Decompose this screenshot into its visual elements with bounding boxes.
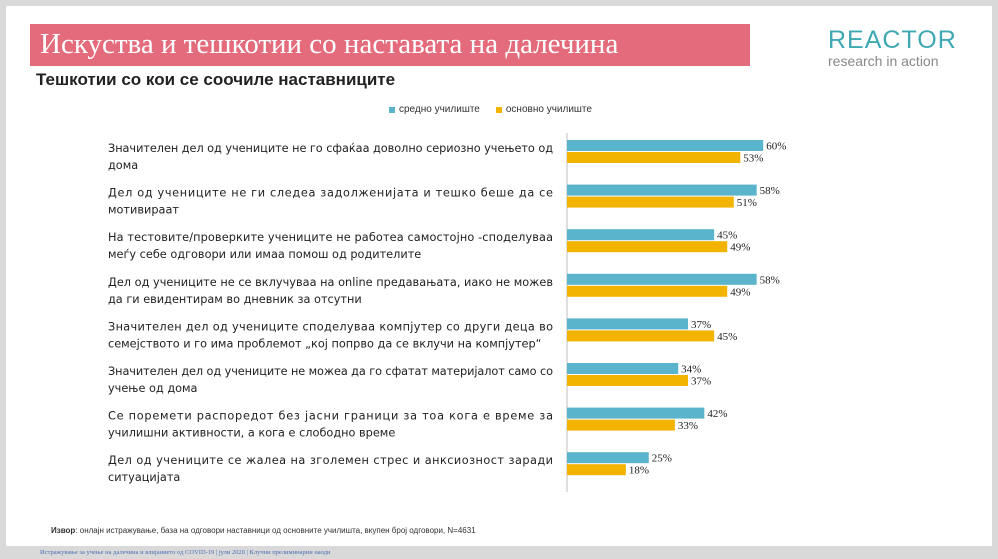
value-label-1-series-2: 53% xyxy=(743,153,763,165)
value-label-1-series-1: 60% xyxy=(766,141,786,153)
title-bar: Искуства и тешкотии со наставата на дале… xyxy=(30,24,750,66)
category-label-5-line-1: Значителен дел од учениците споделуваа к… xyxy=(108,320,553,333)
slide: Искуства и тешкотии со наставата на дале… xyxy=(6,6,992,546)
bar-6-series-1 xyxy=(567,363,679,374)
value-label-7-series-1: 42% xyxy=(707,408,727,420)
category-label-4-line-2: да ги евидентирам во дневник за отсутни xyxy=(108,293,362,306)
bar-2-series-2 xyxy=(567,196,734,208)
page-title: Искуства и тешкотии со наставата на дале… xyxy=(40,28,619,60)
legend-item-series-1: средно училиште xyxy=(389,104,480,115)
chart-subtitle: Тешкотии со кои се соочиле наставниците xyxy=(36,70,396,89)
logo-tagline: research in action xyxy=(828,53,939,69)
bar-1-series-1 xyxy=(567,140,764,151)
category-label-2-line-2: мотивираат xyxy=(108,204,179,217)
bar-4-series-2 xyxy=(567,285,728,297)
bar-7-series-2 xyxy=(567,419,675,431)
bar-2-series-1 xyxy=(567,184,757,196)
value-label-8-series-1: 25% xyxy=(652,453,672,465)
value-label-8-series-2: 18% xyxy=(629,465,649,477)
category-label-1-line-2: дома xyxy=(108,159,138,172)
category-label-6-line-1: Значителен дел од учениците не можеа да … xyxy=(108,365,553,378)
bar-4-series-1 xyxy=(567,273,757,285)
category-label-8-line-1: Дел од учениците се жалеа на зголемен ст… xyxy=(108,454,553,467)
bar-3-series-2 xyxy=(567,241,728,253)
value-label-7-series-2: 33% xyxy=(678,420,698,432)
value-label-5-series-2: 45% xyxy=(717,331,737,343)
bar-chart: Значителен дел од учениците не го сфаќаа… xyxy=(108,133,786,492)
legend-swatch-series-1 xyxy=(389,106,395,113)
category-label-7-line-2: училишни активности, а кога е слободно в… xyxy=(108,427,395,440)
value-label-4-series-2: 49% xyxy=(730,286,750,298)
category-label-4-line-1: Дел од учениците не се вклучуваа на onli… xyxy=(108,276,553,289)
reactor-logo: REACTOR research in action xyxy=(828,26,978,69)
category-label-1-line-1: Значителен дел од учениците не го сфаќаа… xyxy=(108,142,553,155)
bar-3-series-1 xyxy=(567,229,715,241)
bar-5-series-2 xyxy=(567,330,715,342)
category-label-3-line-1: На тестовите/проверките учениците не раб… xyxy=(108,231,553,244)
logo-name: REACTOR xyxy=(828,26,957,54)
value-label-4-series-1: 58% xyxy=(760,274,780,286)
legend-label-series-2: основно училиште xyxy=(505,104,592,115)
value-label-2-series-2: 51% xyxy=(737,197,757,209)
footer-text: Истражување за учење на далечина и влија… xyxy=(40,549,331,556)
category-label-3-line-2: меѓу себе одговори или имаа помош од род… xyxy=(108,248,421,261)
category-label-5-line-2: семејството и го има проблемот „кој попр… xyxy=(108,337,542,350)
value-label-5-series-1: 37% xyxy=(691,319,711,331)
bar-8-series-1 xyxy=(567,452,649,464)
source-note: Извор: онлајн истражување, база на одгов… xyxy=(51,526,476,535)
category-label-6-line-2: учење од дома xyxy=(108,382,197,395)
bar-7-series-1 xyxy=(567,407,705,419)
category-label-7-line-1: Се поремети распоредот без јасни граници… xyxy=(108,410,553,423)
source-label: Извор xyxy=(51,526,76,535)
category-label-8-line-2: ситуацијата xyxy=(108,471,180,484)
value-label-6-series-2: 37% xyxy=(691,376,711,388)
bar-5-series-1 xyxy=(567,318,688,330)
value-label-6-series-1: 34% xyxy=(681,364,701,376)
value-label-2-series-1: 58% xyxy=(760,185,780,197)
legend-label-series-1: средно училиште xyxy=(399,104,480,115)
value-label-3-series-1: 45% xyxy=(717,230,737,242)
chart-legend: средно училиште основно училиште xyxy=(389,104,592,115)
bar-6-series-2 xyxy=(567,375,688,386)
legend-item-series-2: основно училиште xyxy=(495,104,592,115)
value-label-3-series-2: 49% xyxy=(730,242,750,254)
category-label-2-line-1: Дел од учениците не ги следеа задолжениј… xyxy=(108,187,553,200)
source-text: : онлајн истражување, база на одговори н… xyxy=(75,526,476,535)
legend-swatch-series-2 xyxy=(495,106,502,113)
bar-8-series-2 xyxy=(567,464,626,476)
bar-1-series-2 xyxy=(567,152,741,163)
